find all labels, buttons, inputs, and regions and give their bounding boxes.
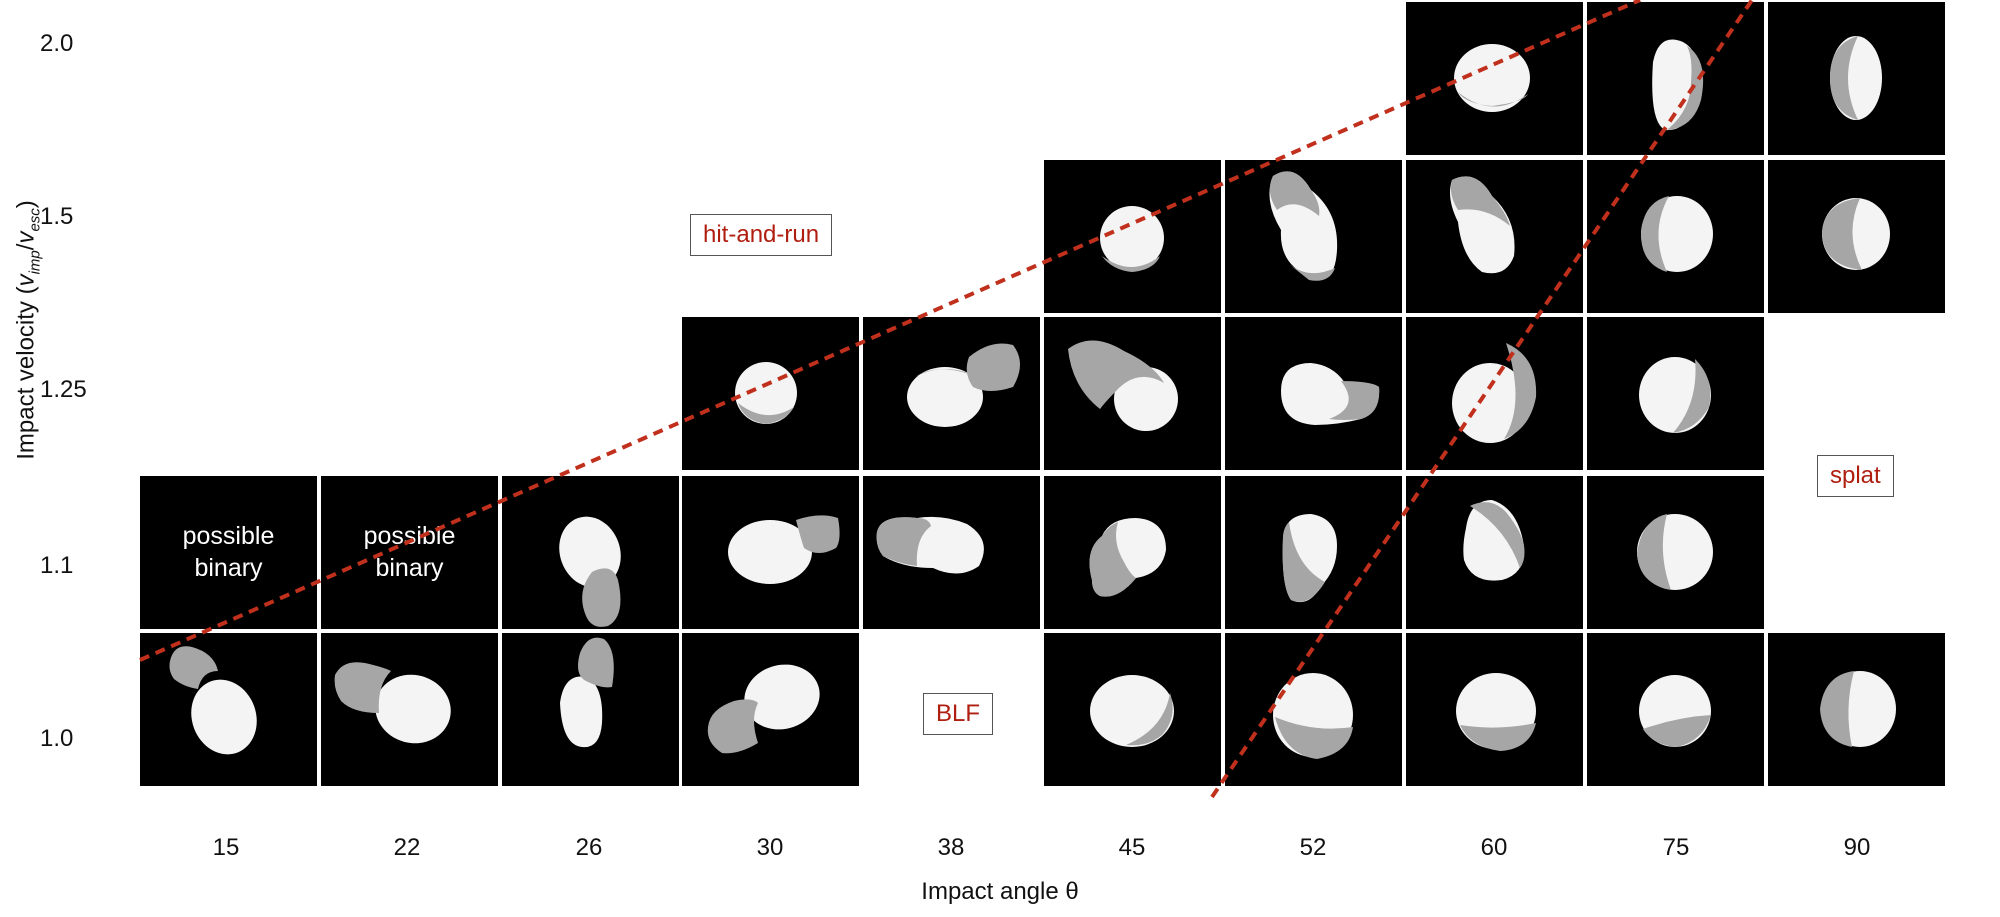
cell-v1-1-a15: possible binary <box>140 476 317 629</box>
cell-v2-0-a75 <box>1587 2 1764 155</box>
x-tick-22: 22 <box>393 834 421 861</box>
collision-snapshot <box>1450 176 1515 274</box>
collision-snapshot <box>1100 206 1164 272</box>
collision-snapshot <box>1639 357 1711 433</box>
x-tick-38: 38 <box>937 834 965 861</box>
cell-v1-0-a60 <box>1406 633 1583 786</box>
collision-snapshot <box>1089 518 1166 597</box>
cell-v1-0-a90 <box>1768 633 1945 786</box>
collision-snapshot <box>1639 675 1711 747</box>
collision-snapshot <box>1269 171 1338 281</box>
cell-v1-5-a52 <box>1225 160 1402 313</box>
collision-snapshot <box>1463 500 1525 581</box>
collision-snapshot <box>1641 196 1713 272</box>
cell-v1-1-a60 <box>1406 476 1583 629</box>
x-axis-label: Impact angle θ <box>921 878 1079 905</box>
blf-label: BLF <box>923 693 994 735</box>
x-tick-60: 60 <box>1480 834 1508 861</box>
possible-binary-label: possible binary <box>363 522 456 582</box>
cell-v1-5-a90 <box>1768 160 1945 313</box>
collision-snapshot <box>1456 673 1536 751</box>
cell-v1-0-a30 <box>682 633 859 786</box>
collision-snapshot <box>1068 340 1178 431</box>
x-tick-30: 30 <box>756 834 784 861</box>
collision-snapshot <box>728 515 840 584</box>
collision-snapshot <box>1090 675 1174 747</box>
cell-v1-0-a75 <box>1587 633 1764 786</box>
cell-v1-1-a52 <box>1225 476 1402 629</box>
collision-snapshot <box>876 516 984 574</box>
collision-snapshot <box>735 362 797 424</box>
y-tick-1-0: 1.0 <box>40 725 74 752</box>
cell-v1-1-a22: possible binary <box>321 476 498 629</box>
collision-snapshot <box>169 646 257 755</box>
collision-snapshot <box>334 662 451 744</box>
cell-v1-1-a26 <box>502 476 679 629</box>
cell-v1-1-a45 <box>1044 476 1221 629</box>
collision-snapshot <box>1452 343 1537 443</box>
possible-binary-label: possible binary <box>182 522 275 582</box>
cell-v1-1-a30 <box>682 476 859 629</box>
cell-v1-25-a52 <box>1225 317 1402 470</box>
cell-v1-25-a38 <box>863 317 1040 470</box>
cell-v1-1-a38 <box>863 476 1040 629</box>
collision-snapshot <box>1652 39 1704 131</box>
collision-snapshot <box>1282 514 1337 603</box>
cell-v2-0-a90 <box>1768 2 1945 155</box>
x-tick-26: 26 <box>575 834 603 861</box>
collision-snapshot <box>560 637 614 748</box>
cell-v1-5-a45 <box>1044 160 1221 313</box>
collision-snapshot <box>559 516 621 627</box>
hit-and-run-label: hit-and-run <box>690 214 833 256</box>
cell-v1-25-a30 <box>682 317 859 470</box>
y-tick-1-5: 1.5 <box>40 203 74 230</box>
cell-v1-25-a60 <box>1406 317 1583 470</box>
cell-v1-0-a22 <box>321 633 498 786</box>
cell-v1-25-a75 <box>1587 317 1764 470</box>
collision-snapshot <box>1281 363 1380 425</box>
y-tick-2-0: 2.0 <box>40 30 74 57</box>
collision-snapshot <box>1273 673 1353 759</box>
y-tick-1-25: 1.25 <box>40 376 87 403</box>
cell-v1-0-a15 <box>140 633 317 786</box>
collision-snapshot <box>1454 44 1530 112</box>
cell-v1-0-a26 <box>502 633 679 786</box>
x-tick-52: 52 <box>1299 834 1327 861</box>
cell-v1-0-a45 <box>1044 633 1221 786</box>
cell-v2-0-a60 <box>1406 2 1583 155</box>
x-tick-45: 45 <box>1118 834 1146 861</box>
collision-snapshot <box>1830 36 1882 120</box>
x-tick-75: 75 <box>1662 834 1690 861</box>
x-tick-15: 15 <box>212 834 240 861</box>
cell-v1-25-a45 <box>1044 317 1221 470</box>
splat-label: splat <box>1817 455 1894 497</box>
collision-snapshot <box>707 664 820 754</box>
cell-v1-1-a75 <box>1587 476 1764 629</box>
y-tick-1-1: 1.1 <box>40 552 74 579</box>
cell-v1-0-a52 <box>1225 633 1402 786</box>
cell-v1-5-a60 <box>1406 160 1583 313</box>
collision-snapshot <box>1820 671 1896 747</box>
collision-snapshot <box>907 343 1020 427</box>
x-tick-90: 90 <box>1843 834 1871 861</box>
collision-snapshot <box>1822 198 1890 270</box>
collision-snapshot <box>1637 514 1713 590</box>
y-axis-label: Impact velocity (vimp/vesc) <box>12 200 44 460</box>
cell-v1-5-a75 <box>1587 160 1764 313</box>
